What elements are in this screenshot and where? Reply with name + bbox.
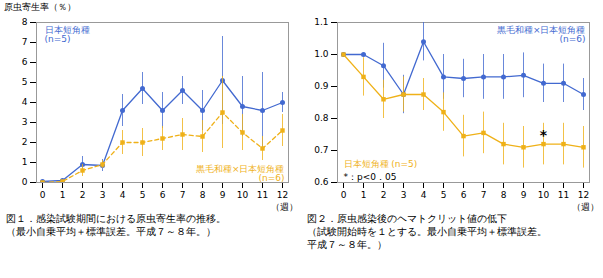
svg-text:6: 6 — [22, 57, 28, 67]
svg-text:4: 4 — [22, 97, 28, 107]
svg-text:3: 3 — [22, 117, 28, 127]
svg-text:0.9: 0.9 — [314, 81, 329, 91]
svg-text:5: 5 — [22, 77, 28, 87]
svg-text:6: 6 — [461, 190, 467, 200]
svg-text:11: 11 — [558, 190, 569, 200]
svg-text:0: 0 — [40, 190, 46, 200]
svg-text:（週）: （週） — [572, 202, 599, 212]
svg-text:6: 6 — [160, 190, 166, 200]
svg-text:黒毛和種×日本短角種(n=6): 黒毛和種×日本短角種(n=6) — [196, 164, 285, 183]
svg-text:4: 4 — [120, 190, 126, 200]
svg-text:0.7: 0.7 — [314, 145, 328, 155]
svg-text:0.8: 0.8 — [314, 113, 329, 123]
svg-text:7: 7 — [481, 190, 487, 200]
svg-text:（週）: （週） — [271, 202, 298, 212]
svg-text:日本短角種(n=5): 日本短角種(n=5) — [45, 25, 90, 44]
svg-text:11: 11 — [257, 190, 268, 200]
svg-text:8: 8 — [200, 190, 206, 200]
svg-text:0: 0 — [341, 190, 347, 200]
svg-text:*：p<0．05: *：p<0．05 — [344, 172, 397, 182]
svg-text:10: 10 — [237, 190, 249, 200]
svg-text:9: 9 — [220, 190, 226, 200]
svg-text:9: 9 — [521, 190, 527, 200]
svg-text:3: 3 — [100, 190, 106, 200]
html-text:図１．感染試験期間における原虫寄生率の推移。: 図１．感染試験期間における原虫寄生率の推移。 — [6, 213, 226, 224]
html-text:平成７～８年。）: 平成７～８年。） — [307, 239, 387, 250]
html-text:図２．原虫感染後のヘマトクリット値の低下: 図２．原虫感染後のヘマトクリット値の低下 — [307, 213, 507, 224]
svg-text:12: 12 — [578, 190, 589, 200]
svg-text:2: 2 — [80, 190, 86, 200]
svg-text:*: * — [540, 127, 548, 143]
html-text:（試験開始時を１とする。最小自乗平均＋標準誤差。: （試験開始時を１とする。最小自乗平均＋標準誤差。 — [307, 226, 547, 237]
svg-text:1: 1 — [22, 157, 28, 167]
svg-text:1: 1 — [60, 190, 66, 200]
svg-text:1: 1 — [361, 190, 367, 200]
svg-text:4: 4 — [421, 190, 427, 200]
svg-text:12: 12 — [277, 190, 288, 200]
svg-text:7: 7 — [22, 37, 28, 47]
svg-text:2: 2 — [381, 190, 387, 200]
html-text:（最小自乗平均＋標準誤差。平成７～８年。）: （最小自乗平均＋標準誤差。平成７～８年。） — [6, 226, 216, 237]
svg-text:5: 5 — [140, 190, 146, 200]
svg-text:0.6: 0.6 — [314, 177, 329, 187]
svg-text:5: 5 — [441, 190, 447, 200]
svg-text:3: 3 — [401, 190, 407, 200]
svg-text:原虫寄生率（％）: 原虫寄生率（％） — [4, 2, 76, 12]
svg-text:黒毛和種×日本短角種(n=6): 黒毛和種×日本短角種(n=6) — [497, 25, 586, 44]
svg-text:0: 0 — [22, 177, 28, 187]
svg-text:7: 7 — [180, 190, 186, 200]
svg-text:8: 8 — [22, 17, 28, 27]
svg-text:10: 10 — [538, 190, 550, 200]
svg-text:2: 2 — [22, 137, 28, 147]
svg-text:8: 8 — [501, 190, 507, 200]
svg-text:1.1: 1.1 — [314, 17, 328, 27]
svg-text:日本短角種 (n=5): 日本短角種 (n=5) — [344, 159, 418, 169]
svg-text:1.0: 1.0 — [314, 49, 329, 59]
